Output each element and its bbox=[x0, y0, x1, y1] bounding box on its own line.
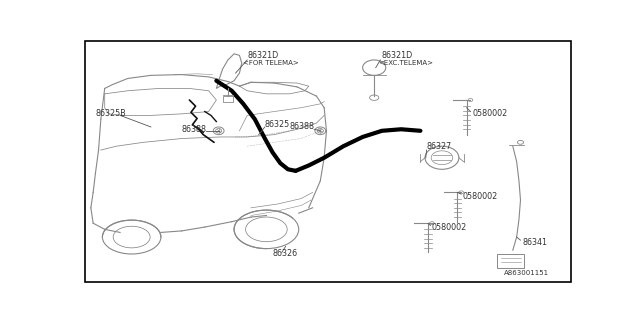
Text: 86388: 86388 bbox=[289, 123, 314, 132]
Bar bbox=[223, 96, 234, 101]
Bar bbox=[497, 254, 524, 268]
Text: 86325B: 86325B bbox=[95, 109, 126, 118]
Text: 0580002: 0580002 bbox=[473, 108, 508, 117]
Text: 86321D: 86321D bbox=[382, 51, 413, 60]
Text: 0580002: 0580002 bbox=[463, 192, 498, 201]
Text: <FOR TELEMA>: <FOR TELEMA> bbox=[243, 60, 299, 66]
Text: A863001151: A863001151 bbox=[504, 270, 548, 276]
Text: 86326: 86326 bbox=[273, 250, 298, 259]
Text: 86325: 86325 bbox=[265, 120, 290, 129]
Text: 86388: 86388 bbox=[182, 125, 207, 134]
Text: 0580002: 0580002 bbox=[432, 222, 467, 232]
Text: 86327: 86327 bbox=[427, 142, 452, 151]
Text: <EXC.TELEMA>: <EXC.TELEMA> bbox=[378, 60, 433, 66]
Text: 86341: 86341 bbox=[522, 238, 547, 247]
Text: 86321D: 86321D bbox=[247, 51, 278, 60]
